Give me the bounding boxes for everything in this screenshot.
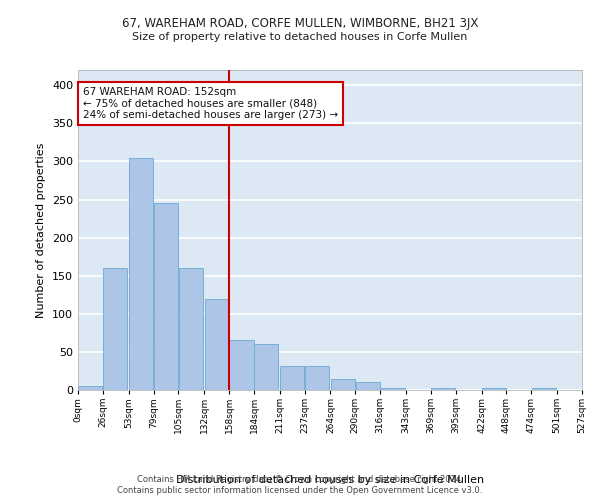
Bar (532, 388, 556, 390)
Text: 67, WAREHAM ROAD, CORFE MULLEN, WIMBORNE, BH21 3JX: 67, WAREHAM ROAD, CORFE MULLEN, WIMBORNE… (122, 18, 478, 30)
Y-axis label: Number of detached properties: Number of detached properties (37, 142, 46, 318)
Text: Size of property relative to detached houses in Corfe Mullen: Size of property relative to detached ho… (133, 32, 467, 42)
Text: 67 WAREHAM ROAD: 152sqm
← 75% of detached houses are smaller (848)
24% of semi-d: 67 WAREHAM ROAD: 152sqm ← 75% of detache… (83, 87, 338, 120)
Bar (103, 268, 127, 390)
Bar (431, 388, 455, 390)
Bar (482, 388, 506, 390)
Bar (254, 344, 278, 390)
Bar (205, 298, 229, 390)
Bar (380, 388, 405, 390)
X-axis label: Distribution of detached houses by size in Corfe Mullen: Distribution of detached houses by size … (176, 475, 484, 485)
Bar (331, 378, 355, 390)
Bar (179, 268, 203, 390)
Bar (229, 340, 254, 390)
Bar (356, 382, 380, 390)
Bar (154, 204, 178, 390)
Text: Contains public sector information licensed under the Open Government Licence v3: Contains public sector information licen… (118, 486, 482, 495)
Bar (129, 158, 153, 390)
Bar (280, 366, 304, 390)
Bar (305, 366, 329, 390)
Bar (79, 386, 103, 390)
Text: Contains HM Land Registry data © Crown copyright and database right 2024.: Contains HM Land Registry data © Crown c… (137, 475, 463, 484)
